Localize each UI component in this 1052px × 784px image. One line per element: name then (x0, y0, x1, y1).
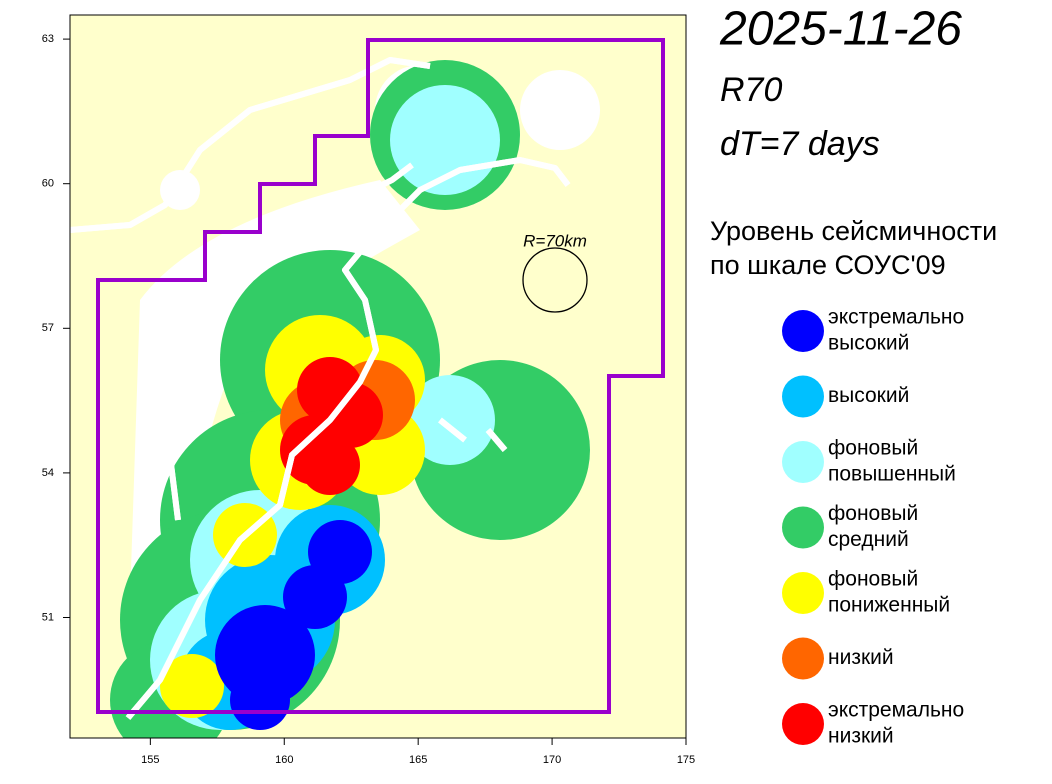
legend-label: высокий (828, 332, 909, 355)
legend-label: экстремально (828, 306, 964, 329)
map-area (70, 15, 686, 738)
legend-label: повышенный (828, 463, 956, 486)
legend-title: Уровень сейсмичности (710, 216, 997, 246)
date: 2025-11-26 (719, 3, 962, 56)
y-tick-label: 60 (42, 178, 54, 190)
region-boundary (96, 38, 665, 714)
legend-swatch (782, 637, 824, 680)
y-tick-label: 51 (42, 611, 54, 623)
legend-label: фоновый (828, 437, 918, 460)
y-tick-label: 63 (42, 33, 54, 45)
legend-label: низкий (828, 725, 894, 748)
y-tick-label: 54 (42, 467, 54, 479)
model: R70 (720, 71, 782, 109)
x-tick-label: 155 (141, 754, 159, 766)
coastline (70, 57, 568, 718)
legend-label: фоновый (828, 502, 918, 525)
legend: Уровень сейсмичности по шкале СОУС'09 экст… (710, 216, 997, 747)
legend-swatch (782, 703, 824, 745)
axes: 155 160 165 170 175 51 54 57 60 63 (42, 33, 695, 766)
y-tick-label: 57 (42, 322, 54, 334)
x-tick-label: 165 (409, 754, 427, 766)
legend-label: экстремально (828, 699, 964, 722)
legend-label: пониженный (828, 594, 950, 617)
legend-swatch (782, 572, 824, 614)
legend-swatch (782, 310, 824, 352)
legend-label: высокий (828, 384, 909, 407)
map-frame (69, 14, 687, 739)
x-tick-label: 160 (275, 754, 293, 766)
legend-swatch (782, 375, 824, 418)
legend-swatch (782, 506, 824, 549)
legend-title: по шкале СОУС'09 (710, 250, 946, 280)
x-tick-label: 175 (677, 754, 695, 766)
legend-label: средний (828, 528, 909, 551)
seismicity-zones (110, 60, 590, 738)
radius-label: R=70km (523, 231, 587, 250)
legend-swatch (782, 441, 824, 483)
window: dT=7 days (720, 125, 880, 163)
legend-label: фоновый (828, 568, 918, 591)
x-tick-label: 170 (543, 754, 561, 766)
legend-label: низкий (828, 646, 894, 669)
radius-circle (522, 247, 588, 313)
